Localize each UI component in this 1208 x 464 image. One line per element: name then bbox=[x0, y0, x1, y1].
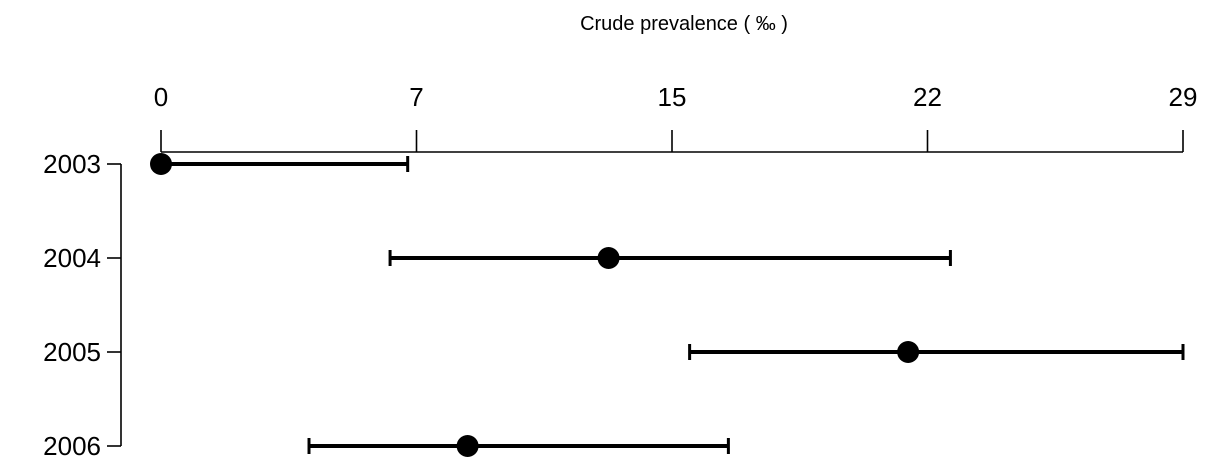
point-estimate bbox=[456, 435, 479, 457]
y-tick-label: 2006 bbox=[43, 431, 101, 461]
data-marks bbox=[150, 153, 1185, 457]
point-estimate bbox=[597, 247, 620, 269]
y-tick-label: 2005 bbox=[43, 337, 101, 367]
y-tick-label: 2004 bbox=[43, 243, 101, 273]
x-tick-label: 0 bbox=[154, 82, 168, 112]
y-axis: 2003 2004 2005 2006 bbox=[43, 149, 122, 461]
x-tick-label: 29 bbox=[1169, 82, 1198, 112]
point-estimate bbox=[897, 341, 920, 363]
x-axis-title: Crude prevalence ( ‰ ) bbox=[580, 13, 788, 35]
x-axis: 0 7 15 22 29 bbox=[154, 82, 1198, 153]
x-tick-label: 22 bbox=[913, 82, 942, 112]
point-estimate bbox=[150, 153, 172, 175]
x-tick-label: 15 bbox=[658, 82, 687, 112]
y-tick-label: 2003 bbox=[43, 149, 101, 179]
x-tick-label: 7 bbox=[409, 82, 423, 112]
